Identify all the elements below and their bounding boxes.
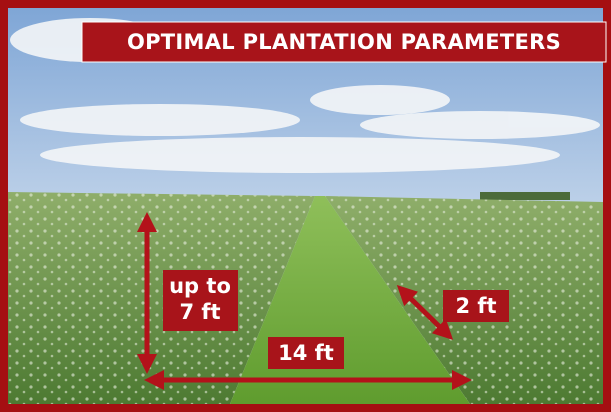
screenshot: OPTIMAL PLANTATION PARAMETERS up to 7 ft… (0, 0, 611, 412)
row-width-label: 14 ft (268, 337, 344, 369)
label-text: 14 ft (278, 341, 334, 365)
label-text: 2 ft (455, 294, 496, 318)
label-text: 7 ft (179, 300, 220, 324)
title: OPTIMAL PLANTATION PARAMETERS (127, 30, 561, 54)
tree-line (480, 192, 570, 200)
label-text: up to (169, 274, 231, 298)
page: OPTIMAL PLANTATION PARAMETERS up to 7 ft… (0, 0, 611, 412)
title-banner: OPTIMAL PLANTATION PARAMETERS (82, 22, 606, 62)
height-label: up to 7 ft (163, 270, 238, 331)
spacing-label: 2 ft (443, 290, 509, 322)
